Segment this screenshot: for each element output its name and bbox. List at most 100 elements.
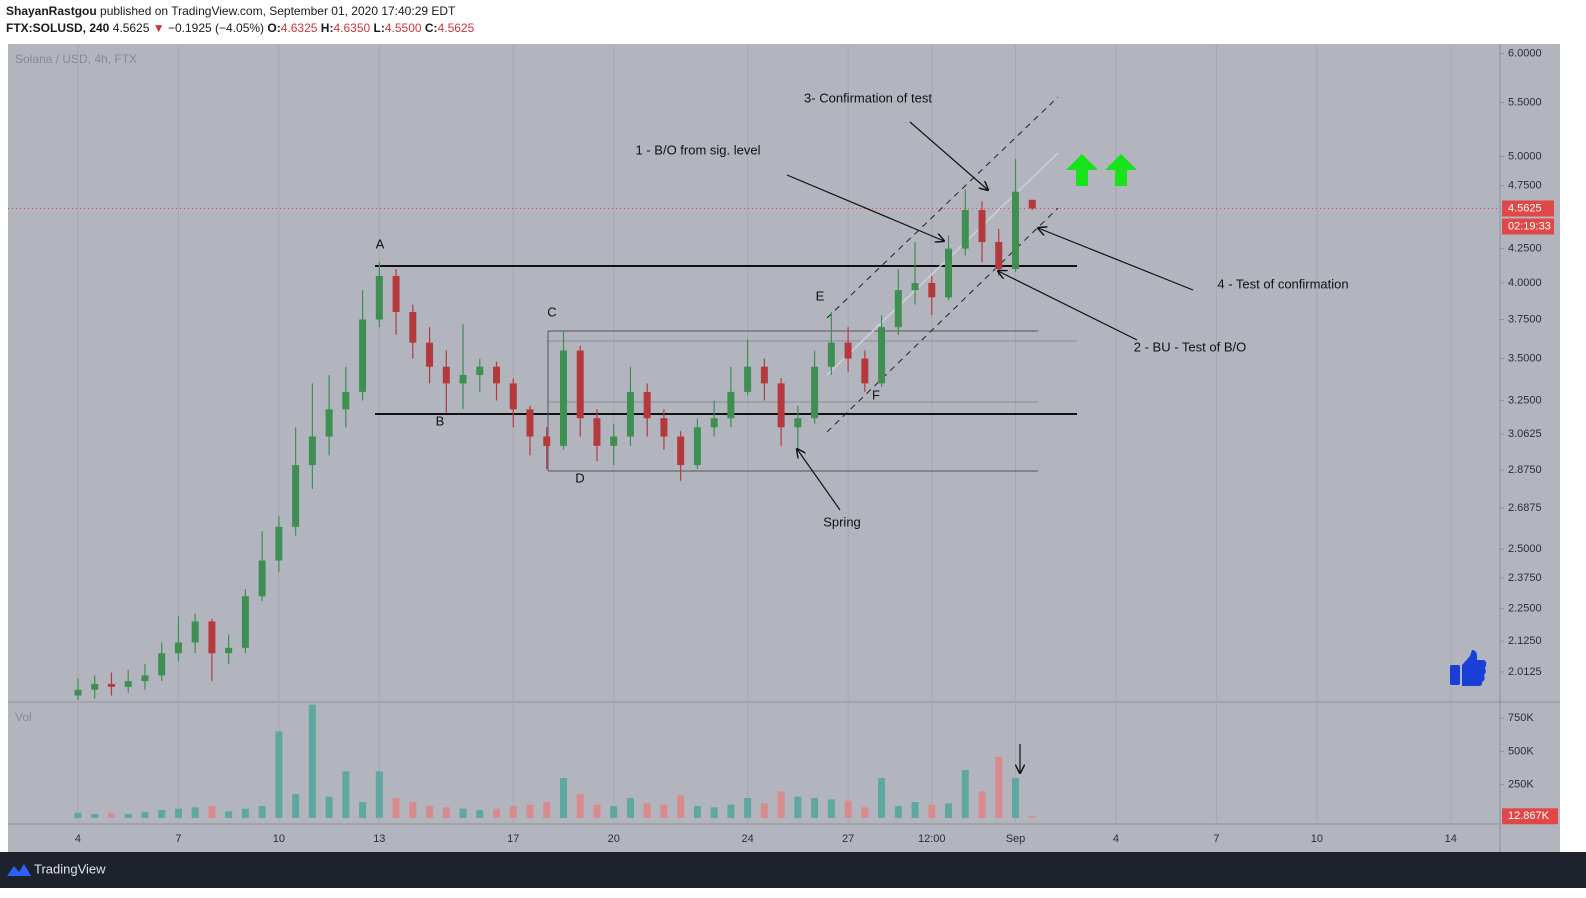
volume-bar — [476, 810, 484, 818]
candle-body — [945, 248, 953, 298]
candle-body — [258, 560, 266, 597]
arrow — [909, 121, 988, 190]
candle-body — [174, 642, 182, 654]
volume-bar — [794, 796, 802, 818]
volume-bar — [375, 771, 383, 818]
x-tick-label: 7 — [1213, 833, 1219, 845]
candle-body — [442, 366, 450, 384]
candle-body — [141, 675, 149, 682]
candle-body — [626, 391, 634, 437]
volume-bar — [559, 778, 567, 818]
channel-middle — [826, 152, 1059, 376]
candle-body — [1028, 199, 1036, 209]
y-tick-label: 2.8750 — [1508, 464, 1542, 476]
thumb-cuff — [1450, 665, 1460, 685]
low-value: 4.5500 — [385, 21, 422, 35]
green-arrows — [1066, 154, 1137, 186]
volume-tag-label: 12.867K — [1508, 810, 1550, 822]
note: 4 - Test of confirmation — [1217, 276, 1348, 291]
candle-body — [777, 383, 785, 428]
volume-bar — [643, 803, 651, 818]
volume-bar — [961, 770, 969, 818]
candle-body — [493, 366, 501, 384]
volume-bar — [861, 807, 869, 818]
candle-body — [292, 465, 300, 527]
y-tick-label: 4.7500 — [1508, 180, 1542, 192]
volume-bar — [777, 791, 785, 818]
y-tick-label: 6.0000 — [1508, 47, 1542, 59]
candle-body — [308, 436, 316, 466]
y-tick-label: 5.0000 — [1508, 151, 1542, 163]
volume-bar — [174, 808, 182, 818]
volume-bar — [107, 813, 115, 818]
y-tick-label: 2.6875 — [1508, 502, 1542, 514]
candle-body — [827, 342, 835, 367]
candle-body — [593, 418, 601, 446]
volume-bar — [844, 800, 852, 818]
volume-bar — [995, 756, 1003, 818]
volume-bar — [911, 802, 919, 818]
candle-body — [660, 418, 668, 437]
low-label: L: — [374, 21, 385, 35]
candle-body — [509, 383, 517, 410]
volume-bar — [91, 814, 99, 818]
x-tick-label: 24 — [742, 833, 754, 845]
note: 3- Confirmation of test — [804, 90, 932, 105]
volume-bar — [526, 804, 534, 818]
volume-bar — [493, 808, 501, 818]
high-label: H: — [321, 21, 334, 35]
symbol: FTX:SOLUSD, 240 — [6, 21, 110, 35]
x-tick-label: 10 — [273, 833, 285, 845]
channel-lower — [826, 207, 1059, 433]
footer-bar — [0, 852, 1586, 888]
candle-body — [476, 366, 484, 375]
volume-bar — [225, 811, 233, 818]
change: −0.1925 (−4.05%) — [168, 21, 264, 35]
y-tick-label: 5.5000 — [1508, 97, 1542, 109]
candle-body — [811, 366, 819, 419]
label-e: E — [816, 288, 825, 303]
x-tick-label: 4 — [1113, 833, 1119, 845]
volume-bar — [677, 795, 685, 818]
candle-body — [74, 689, 82, 696]
candle-body — [576, 350, 584, 419]
y-tick-label: 2.5000 — [1508, 543, 1542, 555]
volume-bar — [442, 807, 450, 818]
candle-body — [760, 366, 768, 384]
y-tick-label: 2.0125 — [1508, 666, 1542, 678]
high-value: 4.6350 — [333, 21, 370, 35]
candle-body — [861, 358, 869, 384]
volume-bar — [292, 794, 300, 818]
thumb-hand — [1462, 650, 1487, 686]
volume-bar — [811, 798, 819, 818]
candle-body — [158, 653, 166, 676]
x-tick-label: 14 — [1445, 833, 1457, 845]
candle-body — [928, 282, 936, 298]
thumbs-up — [1450, 650, 1487, 686]
candle-body — [961, 210, 969, 249]
candle-body — [794, 418, 802, 428]
volume-bar — [241, 808, 249, 818]
label-c: C — [547, 304, 556, 319]
x-tick-label: 20 — [608, 833, 620, 845]
candle-body — [978, 210, 986, 243]
countdown: 02:19:33 — [1508, 220, 1551, 232]
label-a: A — [376, 236, 385, 251]
last-price: 4.5625 — [113, 21, 150, 35]
volume-tag — [1502, 808, 1558, 825]
candle-body — [91, 683, 99, 690]
candle-body — [526, 409, 534, 437]
volume-bar — [744, 798, 752, 818]
volume-bar — [308, 704, 316, 818]
volume-bars — [74, 704, 1036, 818]
candle-body — [392, 275, 400, 313]
close-label: C: — [425, 21, 438, 35]
candle-body — [727, 391, 735, 419]
candle-body — [208, 621, 216, 654]
candle-body — [375, 275, 383, 320]
volume-bar — [141, 812, 149, 818]
volume-bar — [945, 803, 953, 818]
y-tick-label: 500K — [1508, 745, 1534, 757]
volume-bar — [693, 806, 701, 818]
